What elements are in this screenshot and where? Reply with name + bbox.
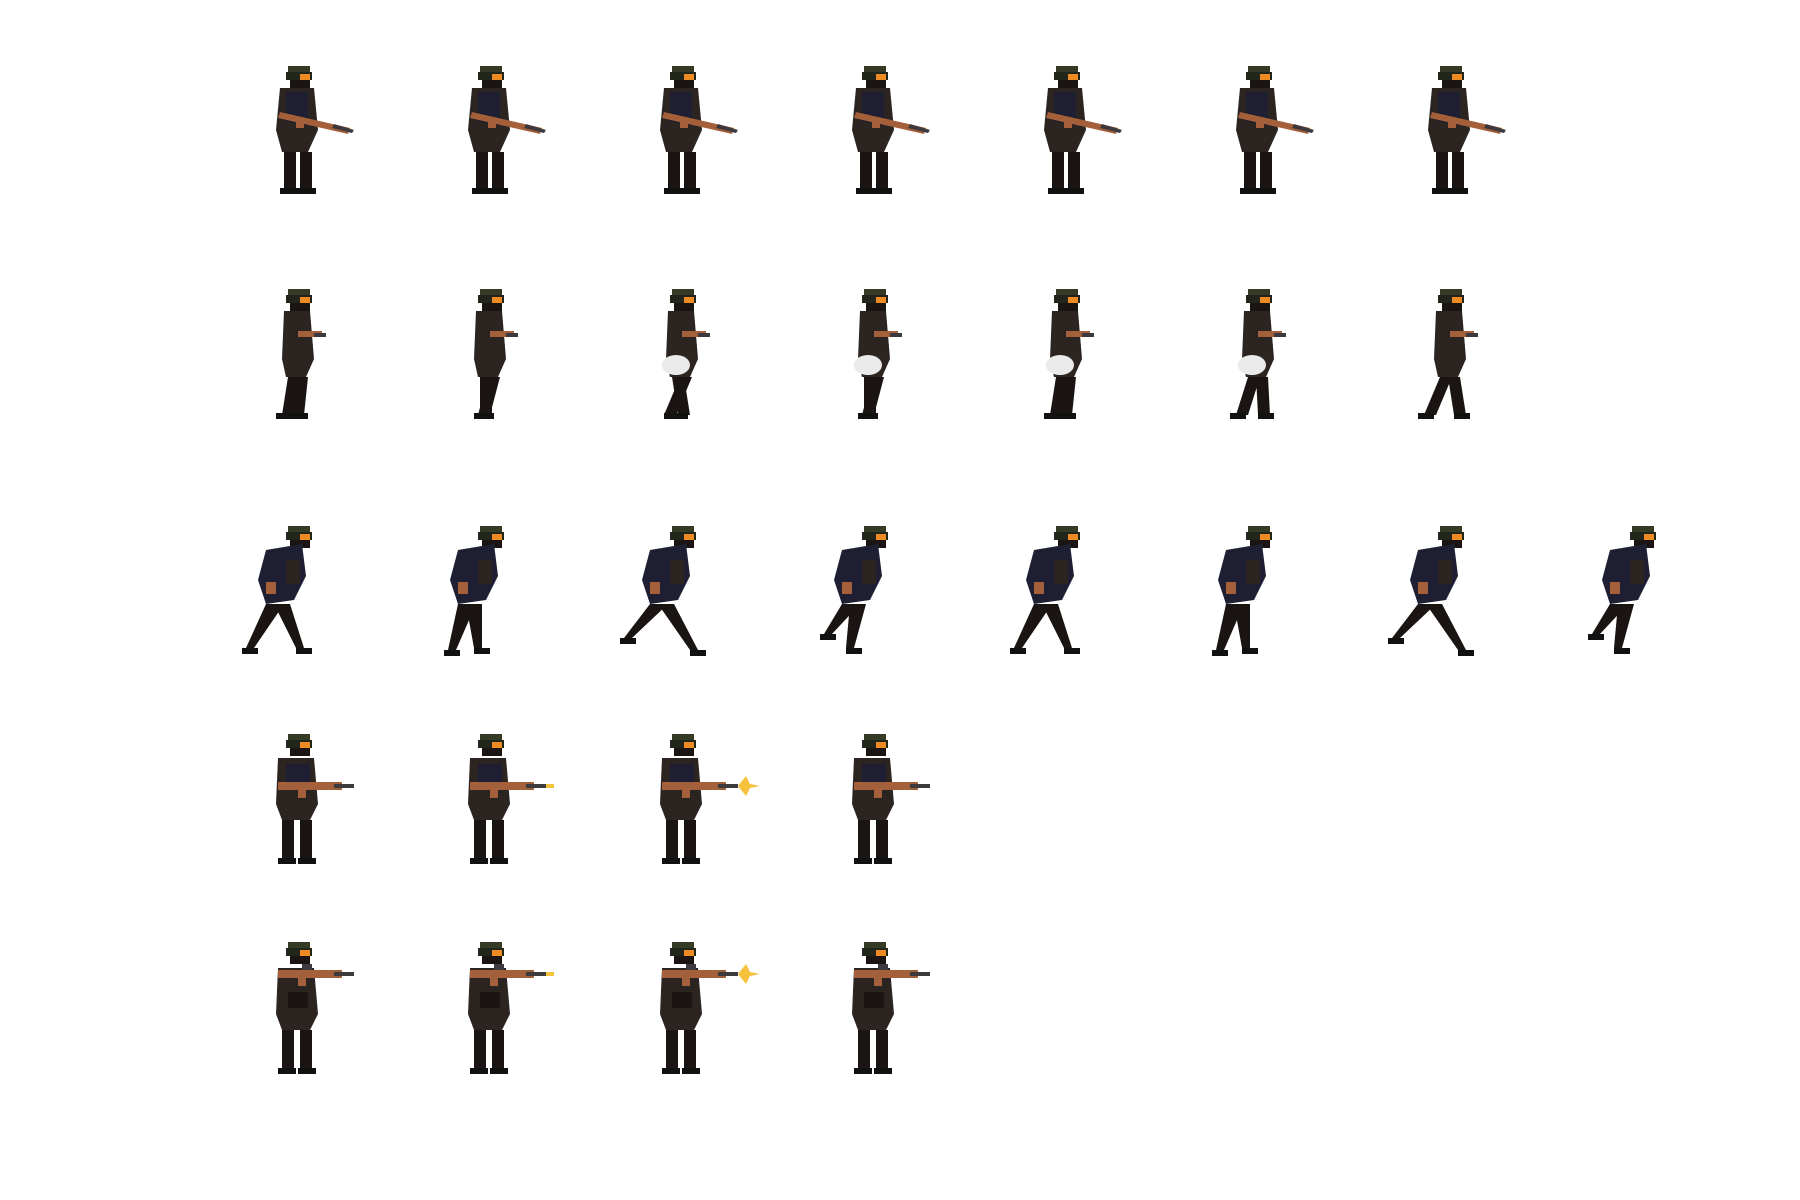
idle-frame-2 — [450, 60, 570, 200]
idle-frame-3 — [642, 60, 762, 200]
run-frame-2 — [428, 520, 548, 660]
idle-frame-1 — [258, 60, 378, 200]
shoot-frame-4 — [834, 730, 954, 870]
shoot-frame-2 — [450, 730, 570, 870]
run-frame-1 — [236, 520, 356, 660]
aim-frame-2 — [450, 940, 570, 1080]
walk-frame-4 — [834, 285, 954, 425]
aim-frame-1 — [258, 940, 378, 1080]
run-frame-5 — [1004, 520, 1124, 660]
shoot-frame-1 — [258, 730, 378, 870]
idle-frame-4 — [834, 60, 954, 200]
walk-frame-3 — [642, 285, 762, 425]
run-frame-4 — [812, 520, 932, 660]
aim-frame-3 — [642, 940, 762, 1080]
aim-frame-4 — [834, 940, 954, 1080]
run-frame-3 — [620, 520, 740, 660]
walk-frame-2 — [450, 285, 570, 425]
idle-frame-7 — [1410, 60, 1530, 200]
run-frame-7 — [1388, 520, 1508, 660]
idle-frame-6 — [1218, 60, 1338, 200]
run-frame-8 — [1580, 520, 1700, 660]
run-frame-6 — [1196, 520, 1316, 660]
idle-frame-5 — [1026, 60, 1146, 200]
walk-frame-1 — [258, 285, 378, 425]
shoot-frame-3 — [642, 730, 762, 870]
walk-frame-5 — [1026, 285, 1146, 425]
walk-frame-7 — [1410, 285, 1530, 425]
walk-frame-6 — [1218, 285, 1338, 425]
